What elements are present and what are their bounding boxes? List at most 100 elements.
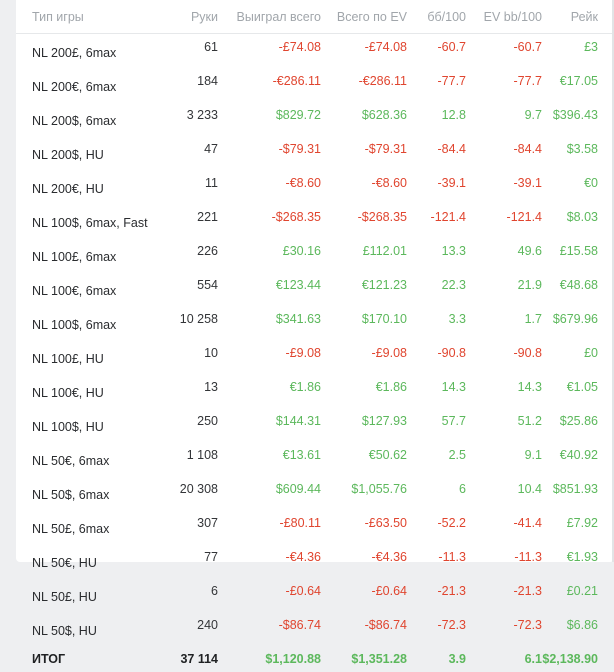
cell-ev: -€8.60 — [371, 176, 407, 190]
cell-bb100: -121.4 — [430, 210, 466, 224]
cell-evbb100: 1.7 — [524, 312, 542, 326]
cell-ev: -£9.08 — [371, 346, 407, 360]
cell-evbb100: 14.3 — [517, 380, 542, 394]
cell-evbb100: 49.6 — [517, 244, 542, 258]
table-row[interactable]: NL 100£, HU 10 -£9.08 -£9.08 -90.8 -90.8 £0 — [16, 340, 614, 374]
cell-rake: €1.93 — [566, 550, 598, 564]
cell-game: NL 50$, HU — [32, 623, 97, 638]
table-row[interactable]: NL 200$, 6max 3 233 $829.72 $628.36 12.8 9.7 $… — [16, 102, 614, 136]
total-row[interactable]: ИТОГ 37 114 $1,120.88 $1,351.28 3.9 6.1 $2,138… — [16, 646, 614, 672]
cell-rake: £0.21 — [566, 584, 598, 598]
table-row[interactable]: NL 100$, HU 250 $144.31 $127.93 57.7 51.2 $25.… — [16, 408, 614, 442]
column-header-won[interactable]: Выиграл всего — [218, 0, 321, 34]
cell-evbb100: -84.4 — [513, 142, 543, 156]
cell-hands: 11 — [205, 176, 218, 190]
cell-bb100: -52.2 — [437, 516, 467, 530]
cell-bb100: -84.4 — [437, 142, 467, 156]
cell-game: NL 100€, HU — [32, 385, 104, 400]
table-row[interactable]: NL 50$, 6max 20 308 $609.44 $1,055.76 6 10.4 $… — [16, 476, 614, 510]
cell-won: €13.61 — [282, 448, 321, 462]
cell-rake: $3.58 — [566, 142, 598, 156]
table-row[interactable]: NL 200€, 6max 184 -€286.11 -€286.11 -77.7 -77… — [16, 68, 614, 102]
table-row[interactable]: NL 100€, 6max 554 €123.44 €121.23 22.3 21.9 €4… — [16, 272, 614, 306]
cell-bb100: -72.3 — [437, 618, 467, 632]
cell-evbb100: -21.3 — [513, 584, 543, 598]
cell-evbb100: 21.9 — [517, 278, 542, 292]
cell-hands: 3 233 — [186, 108, 218, 122]
column-header-ev[interactable]: Всего по EV — [321, 0, 407, 34]
table-row[interactable]: NL 50$, HU 240 -$86.74 -$86.74 -72.3 -72.3 $6.… — [16, 612, 614, 646]
scrollbar[interactable] — [612, 0, 614, 562]
cell-game: NL 50£, HU — [32, 589, 97, 604]
table-row[interactable]: NL 50€, HU 77 -€4.36 -€4.36 -11.3 -11.3 €1.93 — [16, 544, 614, 578]
table-row[interactable]: NL 200$, HU 47 -$79.31 -$79.31 -84.4 -84.4 $3.… — [16, 136, 614, 170]
column-header-game[interactable]: Тип игры — [16, 0, 144, 34]
table-header-row: Тип игры Руки Выиграл всего Всего по EV … — [16, 0, 614, 34]
cell-game: NL 100£, HU — [32, 351, 104, 366]
cell-hands: 10 258 — [179, 312, 218, 326]
cell-game: NL 100$, 6max — [32, 317, 117, 332]
column-header-evbb100[interactable]: EV bb/100 — [466, 0, 542, 34]
cell-evbb100: -121.4 — [506, 210, 542, 224]
cell-bb100: 22.3 — [441, 278, 466, 292]
table-row[interactable]: NL 100$, 6max 10 258 $341.63 $170.10 3.3 1.7 $… — [16, 306, 614, 340]
cell-ev: -$268.35 — [357, 210, 407, 224]
cell-bb100: 14.3 — [441, 380, 466, 394]
table-row[interactable]: NL 100$, 6max, Fast 221 -$268.35 -$268.35 -1… — [16, 204, 614, 238]
table-row[interactable]: NL 50£, 6max 307 -£80.11 -£63.50 -52.2 -41.4 £… — [16, 510, 614, 544]
cell-evbb100: -72.3 — [513, 618, 543, 632]
cell-hands: 10 — [204, 346, 218, 360]
cell-hands: 554 — [197, 278, 218, 292]
cell-rake: €0 — [584, 176, 598, 190]
column-header-hands[interactable]: Руки — [144, 0, 218, 34]
cell-hands: 47 — [204, 142, 218, 156]
table-row[interactable]: NL 50£, HU 6 -£0.64 -£0.64 -21.3 -21.3 £0.21 — [16, 578, 614, 612]
cell-hands: 240 — [197, 618, 218, 632]
cell-rake: £7.92 — [566, 516, 598, 530]
cell-game: NL 200$, 6max — [32, 113, 117, 128]
table-row[interactable]: NL 200€, HU 11 -€8.60 -€8.60 -39.1 -39.1 €0 — [16, 170, 614, 204]
cell-rake: $2,138.90 — [542, 652, 598, 666]
cell-won: -€286.11 — [272, 74, 321, 88]
cell-bb100: -60.7 — [437, 40, 467, 54]
cell-evbb100: 10.4 — [517, 482, 542, 496]
cell-won: £30.16 — [282, 244, 321, 258]
cell-rake: $679.96 — [552, 312, 598, 326]
cell-ev: -£63.50 — [364, 516, 407, 530]
cell-hands: 61 — [204, 40, 218, 54]
cell-game: NL 100€, 6max — [32, 283, 117, 298]
column-header-rake[interactable]: Рейк — [542, 0, 614, 34]
cell-evbb100: -77.7 — [513, 74, 543, 88]
cell-evbb100: -60.7 — [513, 40, 543, 54]
table-row[interactable]: NL 200£, 6max 61 -£74.08 -£74.08 -60.7 -60.7 £… — [16, 34, 614, 69]
cell-won: -£9.08 — [285, 346, 321, 360]
column-header-bb100[interactable]: бб/100 — [407, 0, 466, 34]
cell-game: NL 200€, HU — [32, 181, 104, 196]
table-row[interactable]: NL 100€, HU 13 €1.86 €1.86 14.3 14.3 €1.05 — [16, 374, 614, 408]
cell-won: $829.72 — [275, 108, 321, 122]
cell-bb100: -11.3 — [438, 550, 466, 564]
cell-game: NL 200£, 6max — [32, 45, 117, 60]
cell-won: $609.44 — [275, 482, 321, 496]
cell-ev: $1,055.76 — [351, 482, 407, 496]
cell-bb100: 2.5 — [448, 448, 466, 462]
cell-rake: £15.58 — [559, 244, 598, 258]
table-row[interactable]: NL 100£, 6max 226 £30.16 £112.01 13.3 49.6 £15… — [16, 238, 614, 272]
cell-rake: $851.93 — [552, 482, 598, 496]
cell-evbb100: 9.1 — [524, 448, 542, 462]
cell-game: NL 200$, HU — [32, 147, 104, 162]
cell-won: -$86.74 — [278, 618, 321, 632]
cell-bb100: 6 — [459, 482, 466, 496]
cell-rake: €40.92 — [559, 448, 598, 462]
table-row[interactable]: NL 50€, 6max 1 108 €13.61 €50.62 2.5 9.1 €40.9… — [16, 442, 614, 476]
cell-evbb100: -41.4 — [513, 516, 543, 530]
cell-rake: €48.68 — [559, 278, 598, 292]
cell-rake: $396.43 — [552, 108, 598, 122]
cell-rake: £3 — [584, 40, 598, 54]
cell-ev: $1,351.28 — [351, 652, 407, 666]
cell-ev: €1.86 — [375, 380, 407, 394]
cell-game: ИТОГ — [32, 652, 66, 666]
cell-won: -$268.35 — [271, 210, 321, 224]
cell-bb100: 3.9 — [448, 652, 466, 666]
cell-bb100: 12.8 — [441, 108, 466, 122]
